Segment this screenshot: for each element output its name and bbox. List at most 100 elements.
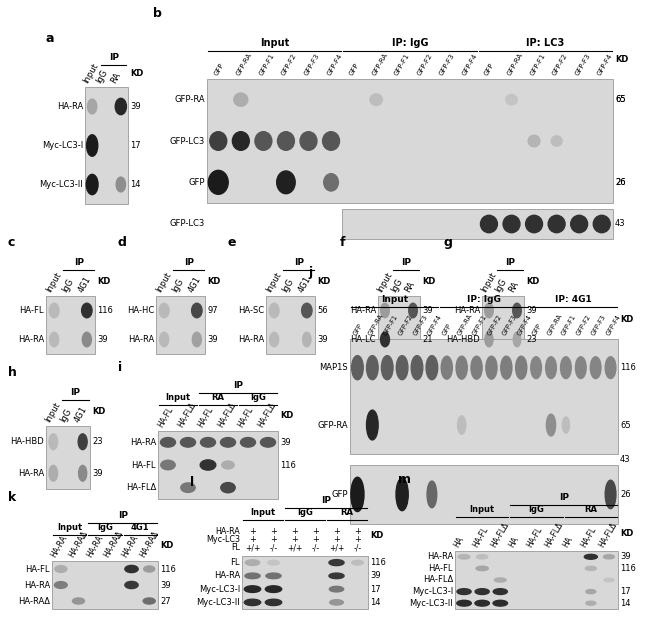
Ellipse shape: [458, 555, 470, 559]
Ellipse shape: [485, 332, 493, 347]
Text: RA: RA: [584, 505, 597, 514]
Text: 65: 65: [620, 420, 630, 430]
Ellipse shape: [116, 177, 125, 192]
Text: 14: 14: [130, 180, 140, 189]
Text: HA-FLΔ: HA-FLΔ: [176, 400, 198, 429]
Ellipse shape: [210, 132, 227, 150]
Text: e: e: [228, 236, 237, 249]
Ellipse shape: [457, 600, 471, 606]
Ellipse shape: [200, 438, 216, 447]
Text: -/-: -/-: [354, 543, 361, 553]
Text: Input: Input: [479, 271, 498, 294]
Ellipse shape: [485, 303, 493, 318]
Text: +: +: [249, 535, 256, 545]
Text: HA-FL: HA-FL: [525, 526, 544, 549]
Text: GFP: GFP: [332, 490, 348, 499]
Ellipse shape: [277, 171, 295, 194]
Text: 26: 26: [620, 490, 630, 499]
Ellipse shape: [269, 303, 279, 318]
Text: HA-FL: HA-FL: [156, 405, 175, 429]
Ellipse shape: [586, 566, 596, 571]
Text: 65: 65: [615, 95, 625, 104]
Text: HA-RA: HA-RA: [120, 534, 140, 559]
Text: IgG: IgG: [280, 277, 295, 294]
Text: IP: IgG: IP: IgG: [467, 295, 501, 304]
Ellipse shape: [49, 434, 58, 449]
Text: HA-HC: HA-HC: [127, 306, 154, 315]
Ellipse shape: [125, 581, 138, 589]
Text: 4G1: 4G1: [77, 275, 93, 294]
Bar: [85, 87, 128, 204]
Text: +: +: [270, 527, 277, 537]
Ellipse shape: [86, 175, 98, 194]
Text: 14: 14: [620, 599, 630, 608]
Text: HA-FL: HA-FL: [20, 306, 44, 315]
Ellipse shape: [471, 356, 482, 379]
Text: HA-RA: HA-RA: [454, 306, 480, 315]
Text: 39: 39: [317, 335, 328, 344]
Ellipse shape: [329, 573, 344, 579]
Text: RA: RA: [109, 71, 122, 85]
Ellipse shape: [409, 303, 417, 318]
Text: HA-SC: HA-SC: [238, 306, 264, 315]
Ellipse shape: [49, 465, 58, 481]
Text: IgG: IgG: [94, 68, 109, 85]
Text: KD: KD: [615, 54, 629, 64]
Text: GFP-F3: GFP-F3: [304, 53, 320, 77]
Text: 39: 39: [130, 102, 140, 111]
Text: c: c: [8, 236, 16, 249]
Text: KD: KD: [317, 277, 330, 287]
Text: GFP-F2: GFP-F2: [416, 53, 434, 77]
Text: +: +: [291, 527, 298, 537]
Ellipse shape: [86, 135, 98, 156]
Ellipse shape: [560, 357, 571, 379]
Ellipse shape: [590, 357, 601, 379]
Text: 65: 65: [615, 95, 625, 104]
Ellipse shape: [593, 215, 610, 233]
Text: GFP: GFP: [213, 63, 225, 77]
Ellipse shape: [370, 94, 382, 105]
Text: GFP-LC3: GFP-LC3: [170, 137, 205, 145]
Ellipse shape: [266, 573, 281, 579]
Bar: [482, 296, 524, 354]
Text: 4G1: 4G1: [131, 523, 150, 532]
Text: GFP-F2: GFP-F2: [576, 314, 592, 337]
Ellipse shape: [396, 356, 408, 379]
Text: HA-FL: HA-FL: [579, 526, 599, 549]
Text: IP: 4G1: IP: 4G1: [555, 295, 592, 304]
Text: 39: 39: [92, 469, 103, 478]
Bar: [46, 426, 90, 489]
Text: GFP-RA: GFP-RA: [506, 52, 524, 77]
Ellipse shape: [144, 566, 155, 572]
Ellipse shape: [222, 461, 234, 469]
Ellipse shape: [220, 438, 235, 447]
Text: Input: Input: [250, 508, 276, 517]
Ellipse shape: [255, 132, 272, 150]
Ellipse shape: [515, 356, 526, 379]
Text: GFP-RA: GFP-RA: [317, 420, 348, 430]
Text: GFP-F1: GFP-F1: [471, 314, 488, 337]
Text: KD: KD: [620, 529, 633, 537]
Text: 39: 39: [370, 571, 381, 581]
Text: GFP-F2: GFP-F2: [281, 53, 298, 77]
Text: 43: 43: [615, 220, 625, 228]
Text: 4G1: 4G1: [187, 275, 203, 294]
Ellipse shape: [322, 132, 339, 150]
Ellipse shape: [270, 332, 279, 347]
Bar: [343, 209, 613, 239]
Ellipse shape: [143, 598, 155, 604]
Text: Input: Input: [375, 271, 394, 294]
Ellipse shape: [268, 560, 280, 565]
Text: IgG: IgG: [297, 508, 313, 517]
Ellipse shape: [234, 93, 248, 106]
Text: GFP-F3: GFP-F3: [590, 314, 607, 337]
Text: KD: KD: [130, 69, 144, 77]
Text: IgG: IgG: [58, 407, 73, 424]
Text: HA: HA: [562, 535, 575, 549]
Text: KD: KD: [526, 277, 540, 287]
Text: HA-RAΔ: HA-RAΔ: [18, 597, 50, 605]
Text: 39: 39: [526, 306, 537, 315]
Ellipse shape: [351, 477, 364, 511]
Text: HA-RA: HA-RA: [350, 306, 376, 315]
Text: b: b: [153, 7, 162, 20]
